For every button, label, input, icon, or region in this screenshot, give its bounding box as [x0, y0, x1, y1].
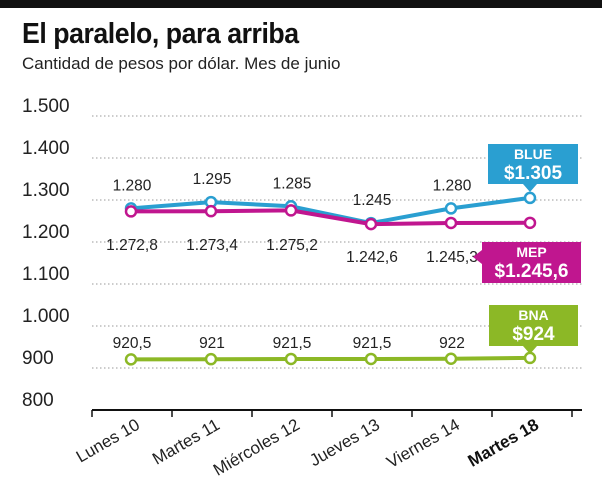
- x-tick-label: Miércoles 12: [210, 415, 303, 480]
- series-lines: [124, 191, 537, 366]
- callout-box: [482, 242, 581, 283]
- data-label-bna: 921,5: [273, 335, 312, 352]
- x-tick-label: Jueves 13: [306, 415, 383, 470]
- callout-pointer: [523, 346, 537, 354]
- data-label-blue: 1.245: [353, 192, 392, 209]
- callout-blue: BLUE$1.305: [488, 144, 578, 192]
- data-labels: 1.280 1.295 1.285 1.245 1.280 1.272,8 1.273,4 1…: [106, 171, 478, 352]
- point-mep: [284, 204, 298, 217]
- point-blue: [444, 202, 458, 215]
- y-tick-label: 900: [22, 348, 54, 369]
- data-label-mep: 1.242,6: [346, 249, 398, 266]
- callout-box: [488, 144, 578, 184]
- point-blue: [523, 191, 537, 205]
- data-label-blue: 1.285: [273, 175, 312, 192]
- point-bna: [444, 352, 458, 366]
- point-bna: [523, 351, 537, 365]
- y-tick-label: 800: [22, 390, 54, 411]
- data-label-bna: 920,5: [113, 335, 152, 352]
- chart-title: El paralelo, para arriba: [22, 18, 299, 50]
- point-bna: [364, 352, 378, 366]
- series-line-mep: [129, 208, 532, 227]
- point-mep: [364, 217, 378, 231]
- y-tick-label: 1.500: [22, 96, 70, 117]
- data-label-bna: 921,5: [353, 335, 392, 352]
- data-label-blue: 1.280: [113, 177, 152, 194]
- callout-value: $1.305: [504, 163, 563, 184]
- data-label-blue: 1.295: [193, 171, 232, 188]
- data-label-mep: 1.272,8: [106, 237, 158, 254]
- callout-value: $1.245,6: [495, 261, 569, 282]
- y-tick-label: 1.000: [22, 306, 70, 327]
- x-tick-label: Lunes 10: [73, 415, 143, 466]
- series-line-blue: [129, 195, 532, 226]
- data-label-bna: 921: [199, 335, 225, 352]
- callout-bna: BNA$924: [489, 305, 578, 354]
- data-label-blue: 1.280: [433, 177, 472, 194]
- x-tick-label: Martes 11: [149, 415, 223, 469]
- data-label-mep: 1.273,4: [186, 237, 238, 254]
- point-bna: [124, 353, 138, 366]
- y-tick-label: 1.400: [22, 138, 70, 159]
- y-axis-ticks: 800 900 1.000 1.100 1.200 1.300 1.400 1.500: [22, 96, 70, 411]
- data-label-bna: 922: [439, 335, 465, 352]
- callout-series-name: MEP: [516, 244, 546, 260]
- point-mep: [444, 216, 458, 230]
- callout-pointer: [473, 250, 482, 264]
- point-mep: [204, 204, 218, 218]
- series-callouts: BLUE$1.305 MEP$1.245,6 BNA$924: [473, 144, 581, 354]
- callout-box: [489, 305, 578, 346]
- point-mep: [124, 205, 138, 218]
- callout-series-name: BNA: [518, 307, 548, 323]
- point-bna: [284, 352, 298, 366]
- chart-subtitle: Cantidad de pesos por dólar. Mes de juni…: [22, 54, 341, 73]
- x-tick-label: Martes 18: [465, 415, 542, 471]
- y-tick-label: 1.200: [22, 222, 70, 243]
- callout-series-name: BLUE: [514, 146, 552, 162]
- x-tick-label: Viernes 14: [383, 415, 463, 472]
- y-tick-label: 1.100: [22, 264, 70, 285]
- point-mep: [523, 216, 537, 230]
- data-label-mep: 1.245,3: [426, 249, 478, 266]
- top-rule: [0, 0, 602, 8]
- callout-mep: MEP$1.245,6: [473, 242, 581, 283]
- callout-pointer: [523, 184, 537, 192]
- point-bna: [204, 352, 218, 366]
- y-tick-label: 1.300: [22, 180, 70, 201]
- callout-value: $924: [512, 324, 555, 345]
- data-label-mep: 1.275,2: [266, 237, 318, 254]
- series-line-bna: [129, 355, 532, 362]
